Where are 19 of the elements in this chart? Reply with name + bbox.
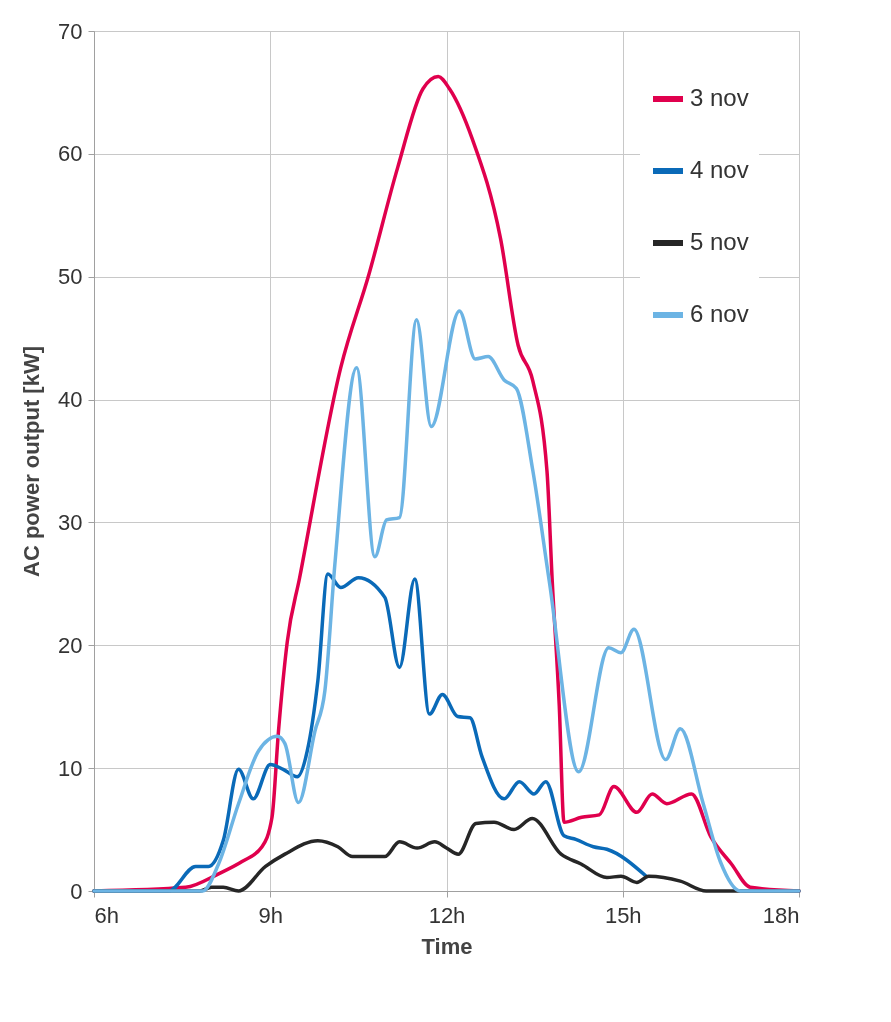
legend-label: 5 nov — [690, 228, 749, 255]
y-tick-label: 30 — [58, 509, 83, 535]
legend-label: 6 nov — [690, 300, 749, 327]
x-tick-label: 18h — [762, 902, 800, 928]
x-tick-label: 9h — [258, 902, 283, 928]
x-axis-title: Time — [421, 933, 473, 959]
x-tick-label: 12h — [428, 902, 466, 928]
y-tick-label: 60 — [58, 141, 83, 167]
legend-label: 4 nov — [690, 156, 749, 183]
y-tick-label: 70 — [58, 18, 83, 44]
y-tick-label: 50 — [58, 264, 83, 290]
y-tick-label: 0 — [70, 878, 83, 904]
x-tick-label: 15h — [604, 902, 642, 928]
y-axis-title: AC power output [kW] — [19, 346, 45, 577]
y-tick-label: 40 — [58, 387, 83, 413]
y-tick-label: 10 — [58, 755, 83, 781]
x-tick-label: 6h — [94, 902, 119, 928]
legend-label: 3 nov — [690, 84, 749, 111]
y-tick-label: 20 — [58, 632, 83, 658]
